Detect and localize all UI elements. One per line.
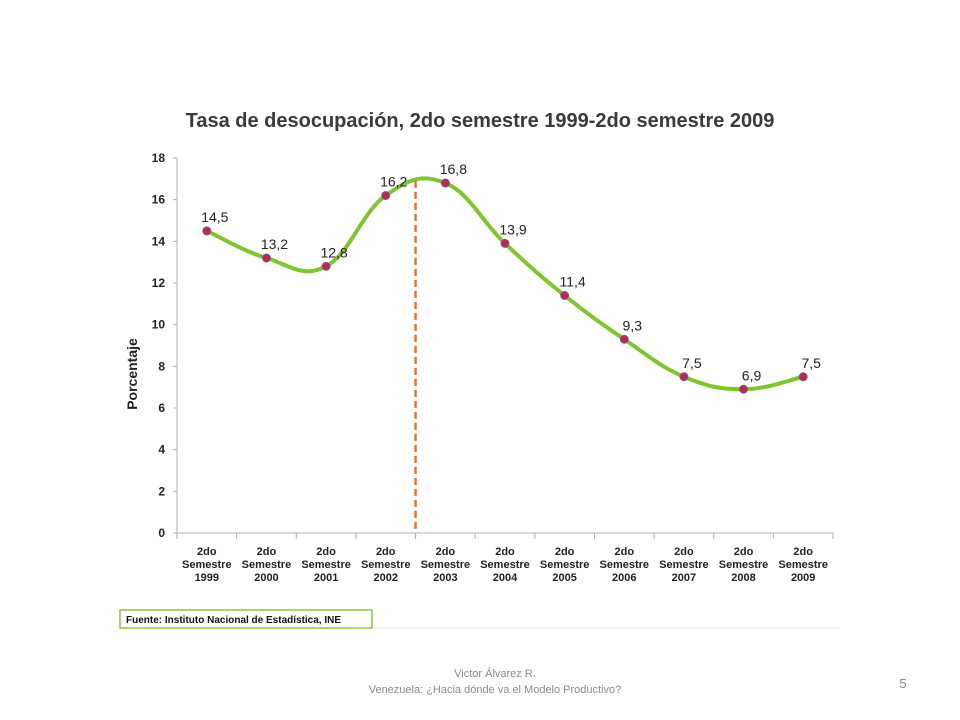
y-tick-label: 14 [152, 234, 166, 248]
x-tick-label: Semestre [242, 559, 292, 571]
y-tick-label: 10 [152, 318, 166, 332]
chart-axes [176, 158, 833, 534]
data-point [560, 291, 570, 300]
data-point [321, 261, 331, 271]
data-point [500, 238, 510, 248]
x-axis-ticks: 2doSemestre19992doSemestre20002doSemestr… [176, 533, 834, 584]
x-tick-label: 2002 [373, 572, 397, 584]
x-tick-label: 2003 [433, 572, 457, 584]
x-tick-label: 2do [555, 546, 575, 558]
x-tick-label: Semestre [719, 559, 769, 571]
x-tick-label: 2000 [254, 572, 278, 584]
x-tick-label: 2009 [791, 572, 815, 584]
y-axis-label: Porcentaje [124, 338, 140, 410]
x-tick-label: 2do [436, 546, 456, 558]
footer-author: Victor Álvarez R. [454, 668, 536, 680]
y-tick-label: 2 [158, 484, 165, 498]
x-tick-label: Semestre [778, 559, 828, 571]
x-tick-label: Semestre [361, 559, 411, 571]
x-tick-label: 2005 [552, 572, 576, 584]
x-tick-label: 2do [495, 546, 515, 558]
footer-subtitle: Venezuela: ¿Hacia dónde va el Modelo Pro… [368, 684, 622, 696]
series-line [204, 176, 806, 392]
y-tick-label: 12 [152, 276, 166, 290]
y-tick-label: 16 [152, 193, 166, 207]
data-point [679, 372, 689, 382]
x-tick-label: Semestre [301, 559, 351, 571]
source-box [119, 609, 373, 629]
x-tick-label: Semestre [421, 559, 471, 571]
data-point [619, 334, 629, 344]
data-label: 13,2 [261, 236, 288, 252]
data-point [798, 372, 808, 382]
x-tick-label: 2do [257, 546, 277, 558]
x-tick-label: Semestre [599, 559, 649, 571]
x-tick-label: 2006 [612, 572, 636, 584]
y-tick-label: 4 [158, 443, 165, 457]
y-tick-label: 8 [158, 359, 165, 373]
x-tick-label: 2001 [314, 572, 338, 584]
x-tick-label: Semestre [659, 559, 709, 571]
y-tick-label: 18 [152, 151, 166, 165]
x-tick-label: 2do [734, 546, 754, 558]
x-tick-label: 2004 [493, 572, 518, 584]
x-tick-label: Semestre [480, 559, 530, 571]
data-label: 6,9 [742, 367, 762, 383]
series-path [204, 176, 806, 392]
x-tick-label: Semestre [182, 559, 232, 571]
data-point [381, 191, 391, 200]
source-note: Fuente: Instituto Nacional de Estadístic… [119, 609, 840, 629]
y-axis-ticks: 0 2 4 6 8 10 12 14 16 18 [152, 151, 177, 540]
x-tick-label: 2do [376, 546, 396, 558]
data-label: 14,5 [201, 209, 228, 225]
x-tick-label: Semestre [540, 559, 590, 571]
data-label: 16,8 [440, 161, 467, 177]
data-point [739, 384, 749, 394]
data-label: 9,3 [623, 317, 643, 333]
data-point [202, 226, 212, 236]
x-tick-label: 2007 [672, 572, 696, 584]
data-label: 7,5 [801, 355, 821, 371]
x-tick-label: 2do [674, 546, 694, 558]
data-label: 12,8 [320, 244, 347, 260]
x-tick-label: 2do [614, 546, 634, 558]
page-number: 5 [899, 676, 907, 691]
data-label: 11,4 [560, 274, 586, 290]
x-tick-label: 2do [793, 546, 813, 558]
source-text: Fuente: Instituto Nacional de Estadístic… [126, 615, 341, 626]
y-tick-label: 6 [158, 401, 165, 415]
y-tick-label: 0 [158, 526, 165, 540]
x-tick-label: 1999 [195, 572, 219, 584]
data-label: 13,9 [499, 221, 526, 237]
data-point [440, 178, 450, 188]
x-tick-label: 2008 [731, 572, 755, 584]
chart-title: Tasa de desocupación, 2do semestre 1999-… [186, 110, 775, 132]
data-point [261, 253, 271, 263]
data-labels: 14,5 13,2 12,8 16,2 16,8 13,9 11,4 9,3 7,5 6,9 7,5 [201, 161, 821, 383]
x-tick-label: 2do [197, 546, 217, 558]
data-label: 7,5 [682, 355, 702, 371]
data-points [202, 178, 808, 394]
x-tick-label: 2do [316, 546, 336, 558]
data-label: 16,2 [380, 174, 407, 190]
